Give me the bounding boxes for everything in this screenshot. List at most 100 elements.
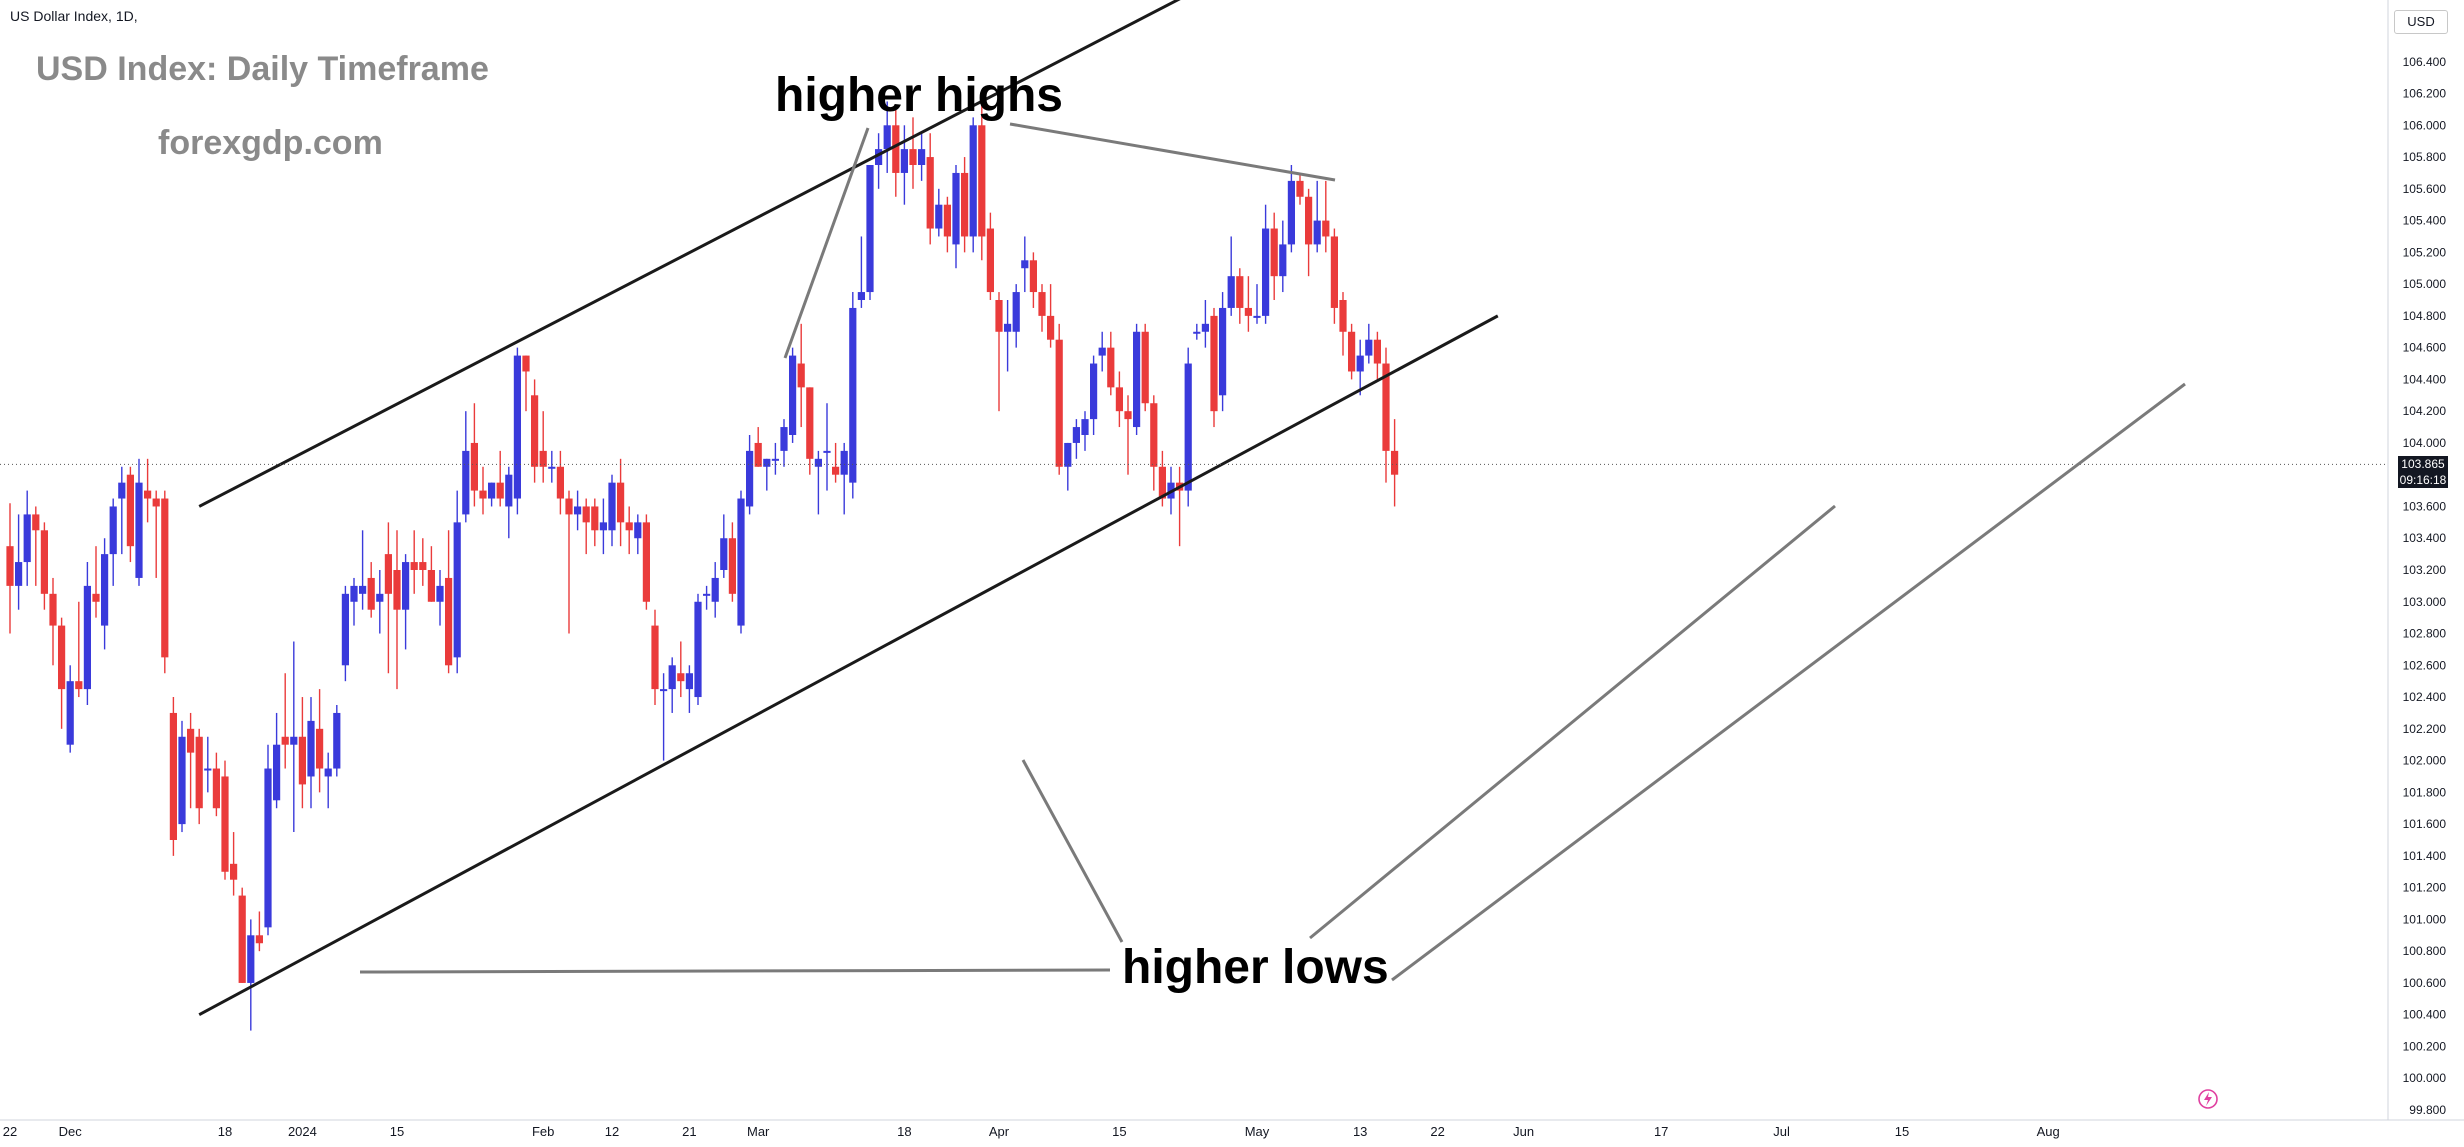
candle[interactable] xyxy=(169,697,177,856)
candle[interactable] xyxy=(101,538,109,650)
candle[interactable] xyxy=(1029,252,1037,308)
candle[interactable] xyxy=(1305,188,1313,277)
candle[interactable] xyxy=(892,109,900,197)
candle[interactable] xyxy=(565,490,573,634)
candle[interactable] xyxy=(1107,331,1115,396)
candle[interactable] xyxy=(1133,323,1141,435)
candle[interactable] xyxy=(1296,172,1304,205)
candle[interactable] xyxy=(832,442,840,483)
higher-highs-label[interactable]: higher highs xyxy=(775,69,1063,122)
candle[interactable] xyxy=(1322,180,1330,253)
candle[interactable] xyxy=(75,601,83,698)
candle[interactable] xyxy=(1090,355,1098,435)
candle[interactable] xyxy=(488,482,496,507)
candle[interactable] xyxy=(677,641,685,698)
candle[interactable] xyxy=(427,546,435,602)
candle[interactable] xyxy=(1193,323,1201,340)
candle[interactable] xyxy=(144,458,152,523)
candle[interactable] xyxy=(204,736,212,793)
candle[interactable] xyxy=(92,546,100,618)
candle[interactable] xyxy=(221,760,229,880)
candle[interactable] xyxy=(1253,284,1261,324)
candle[interactable] xyxy=(1047,284,1055,348)
candle[interactable] xyxy=(1141,323,1149,412)
candle[interactable] xyxy=(298,697,306,809)
candle[interactable] xyxy=(694,593,702,705)
candle[interactable] xyxy=(273,712,281,809)
candle[interactable] xyxy=(402,554,410,650)
candle[interactable] xyxy=(746,435,754,515)
candle[interactable] xyxy=(178,720,186,833)
candle[interactable] xyxy=(15,514,23,610)
candle[interactable] xyxy=(230,832,238,896)
candle[interactable] xyxy=(556,450,564,515)
candle[interactable] xyxy=(909,117,917,189)
candle[interactable] xyxy=(350,577,358,626)
candle[interactable] xyxy=(918,133,926,181)
candle[interactable] xyxy=(1287,165,1295,253)
candle[interactable] xyxy=(1244,276,1252,332)
candle[interactable] xyxy=(1115,371,1123,428)
candle[interactable] xyxy=(1373,331,1381,380)
candle[interactable] xyxy=(1219,292,1227,412)
candle[interactable] xyxy=(737,490,745,634)
candle[interactable] xyxy=(58,617,66,729)
candle[interactable] xyxy=(771,442,779,475)
candle[interactable] xyxy=(1391,419,1399,507)
candle[interactable] xyxy=(900,125,908,205)
candle[interactable] xyxy=(1210,307,1218,428)
lower-trendline[interactable] xyxy=(198,314,1499,1017)
candle[interactable] xyxy=(281,673,289,769)
candle[interactable] xyxy=(969,117,977,253)
candle[interactable] xyxy=(599,498,607,555)
candle[interactable] xyxy=(1055,323,1063,475)
candle[interactable] xyxy=(548,450,556,483)
candle[interactable] xyxy=(1313,180,1321,253)
candle[interactable] xyxy=(763,458,771,491)
candle[interactable] xyxy=(513,347,521,515)
candle[interactable] xyxy=(685,665,693,713)
candle[interactable] xyxy=(23,490,31,586)
candle[interactable] xyxy=(608,474,616,547)
candle[interactable] xyxy=(376,570,384,634)
candle[interactable] xyxy=(1098,331,1106,372)
candle[interactable] xyxy=(1038,284,1046,332)
candle[interactable] xyxy=(333,705,341,777)
time-axis[interactable]: 22 Dec 18 2024 15 Feb 12 21 Mar 18 Apr 15 May 13 22 Jun… xyxy=(3,1124,2060,1139)
candle[interactable] xyxy=(875,133,883,189)
candle[interactable] xyxy=(212,752,220,817)
candle[interactable] xyxy=(1339,292,1347,356)
candle[interactable] xyxy=(126,466,134,563)
candle[interactable] xyxy=(935,188,943,237)
candle[interactable] xyxy=(625,506,633,555)
candle[interactable] xyxy=(797,323,805,428)
candle[interactable] xyxy=(866,165,874,300)
candle[interactable] xyxy=(453,490,461,674)
candle[interactable] xyxy=(316,689,324,793)
candle[interactable] xyxy=(823,403,831,491)
candle[interactable] xyxy=(324,752,332,809)
candle[interactable] xyxy=(290,641,298,833)
candle[interactable] xyxy=(780,419,788,467)
candle[interactable] xyxy=(264,744,272,936)
candle[interactable] xyxy=(1382,347,1390,483)
candle[interactable] xyxy=(384,522,392,674)
candle[interactable] xyxy=(943,196,951,253)
candle[interactable] xyxy=(531,379,539,483)
candle[interactable] xyxy=(1081,411,1089,451)
candle[interactable] xyxy=(410,530,418,594)
candle[interactable] xyxy=(582,498,590,555)
candle[interactable] xyxy=(574,490,582,531)
candle[interactable] xyxy=(1270,212,1278,300)
candle[interactable] xyxy=(118,466,126,555)
candle[interactable] xyxy=(806,387,814,475)
candle[interactable] xyxy=(789,347,797,443)
candle[interactable] xyxy=(32,506,40,586)
candle[interactable] xyxy=(66,665,74,753)
candle[interactable] xyxy=(341,585,349,682)
candle[interactable] xyxy=(952,165,960,269)
candle[interactable] xyxy=(978,101,986,261)
candle[interactable] xyxy=(393,530,401,690)
